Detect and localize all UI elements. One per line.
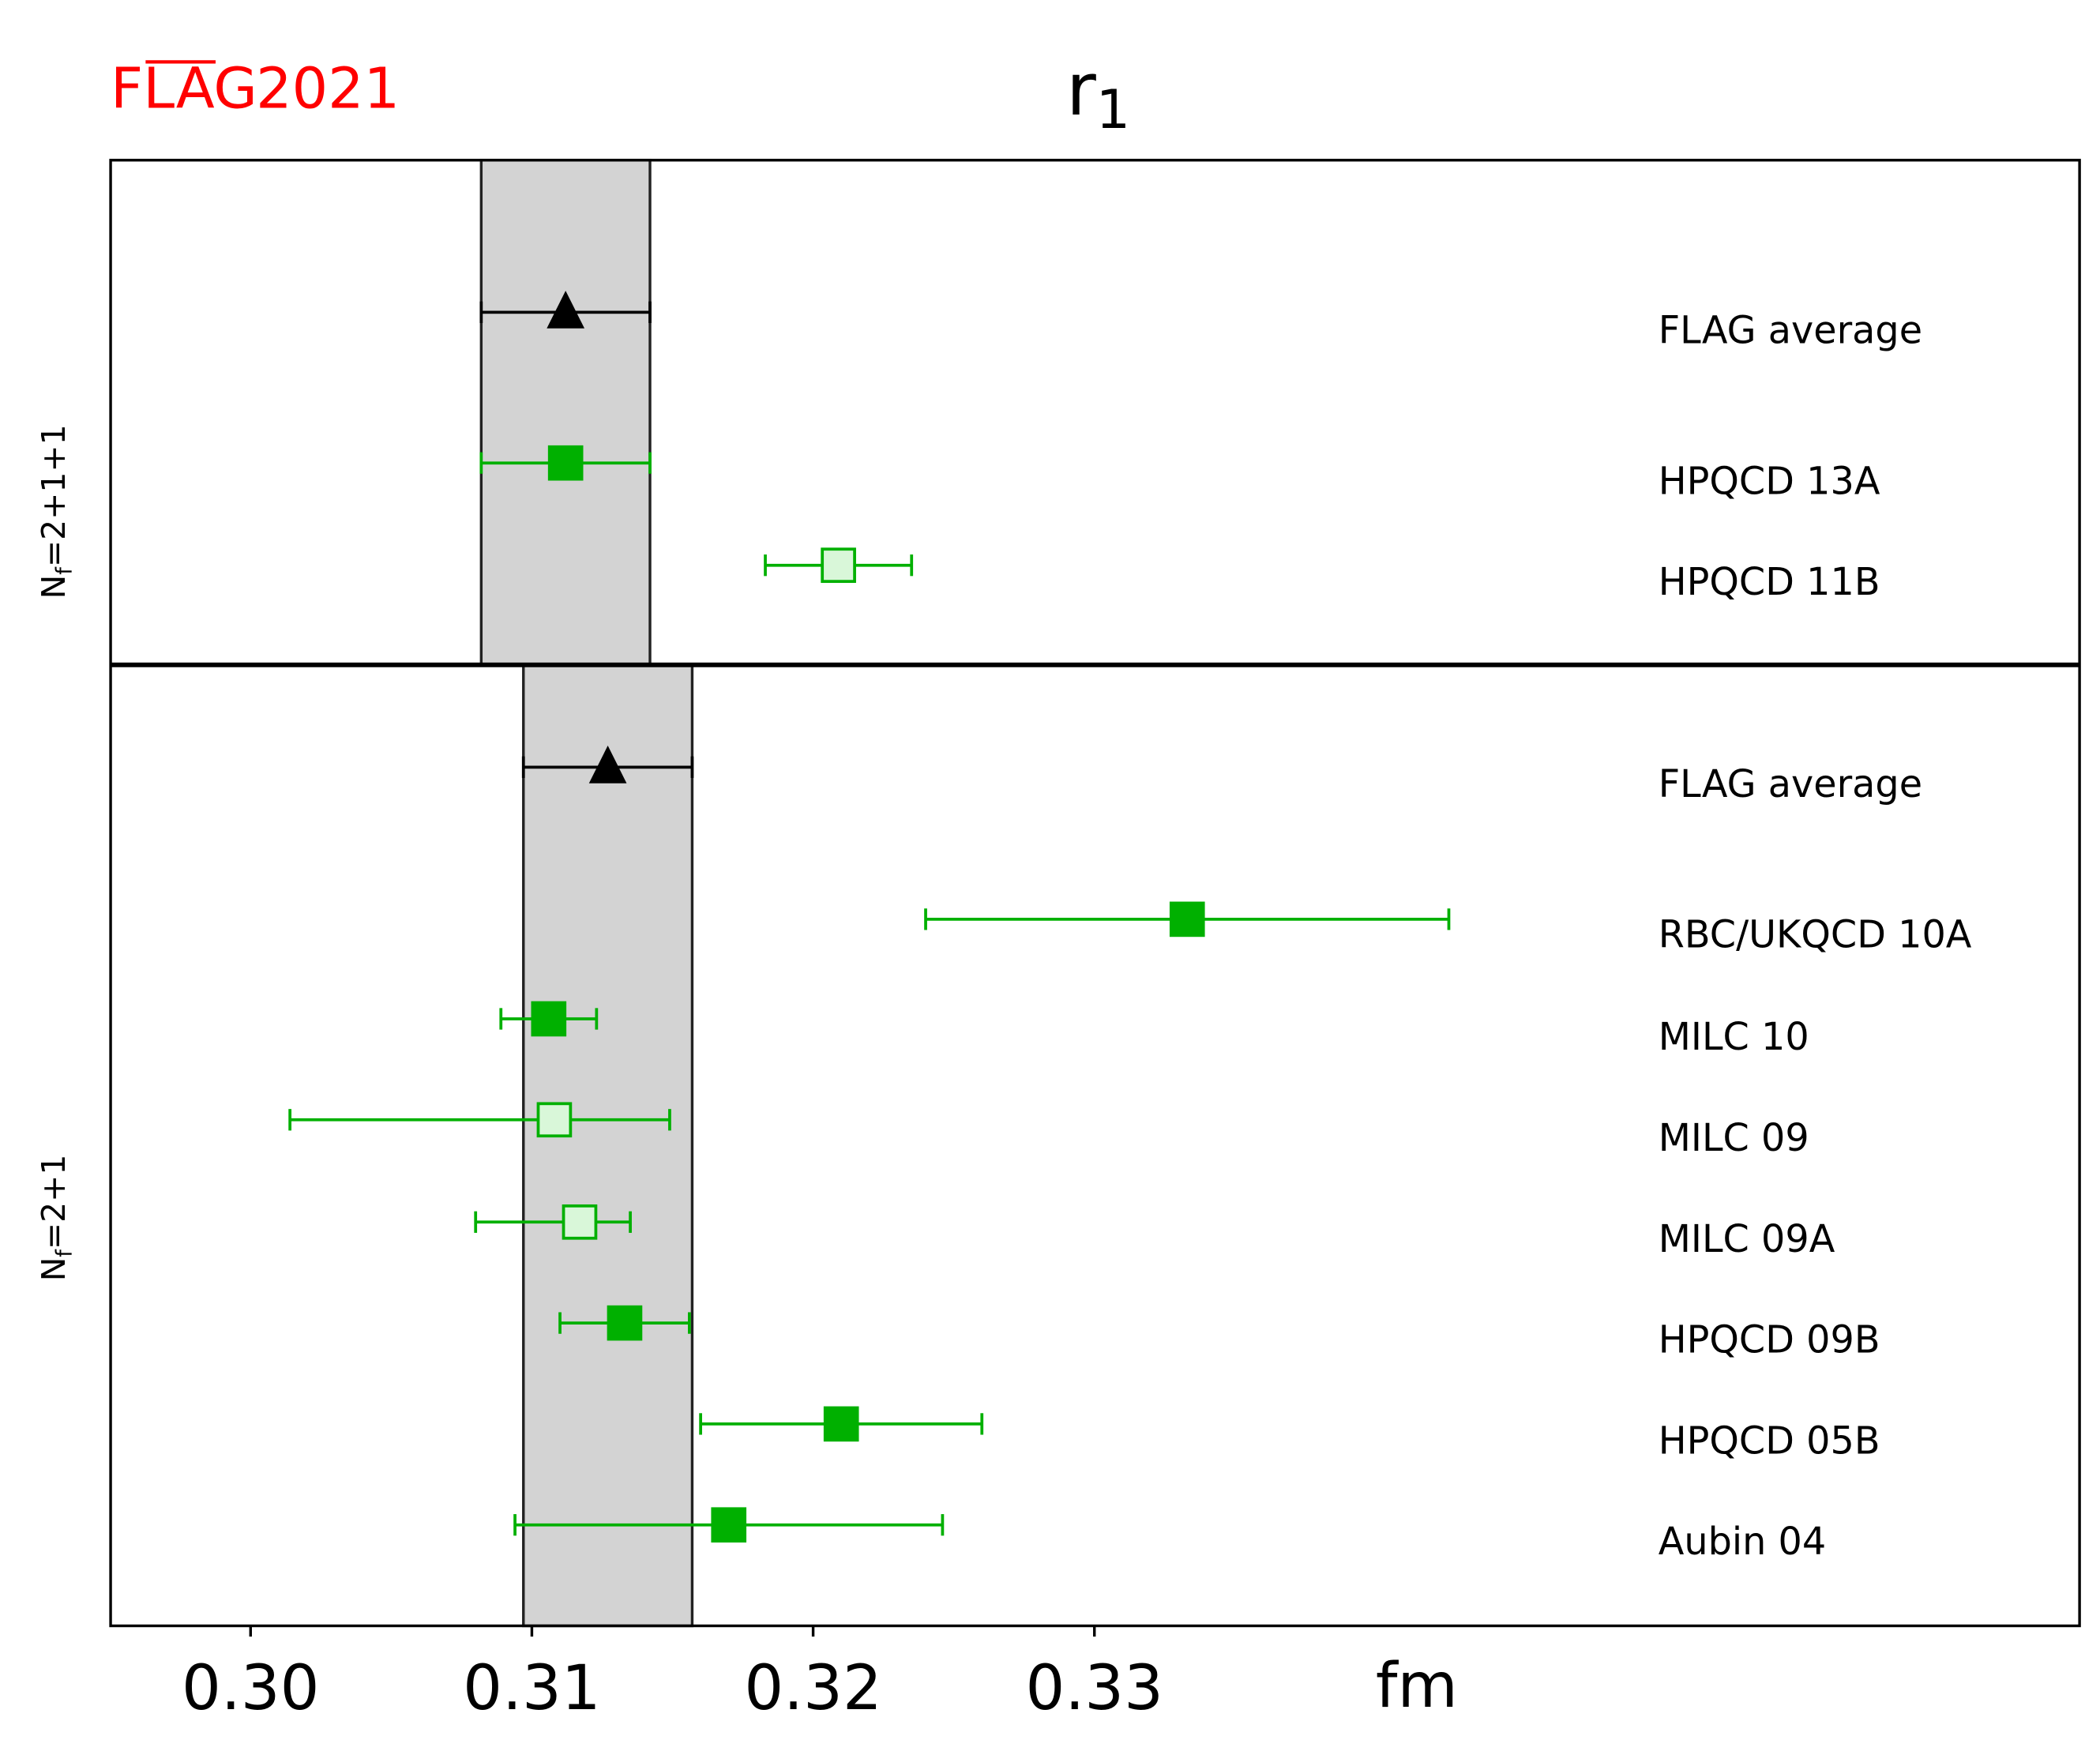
data-point	[288, 1102, 671, 1138]
triangle-marker	[547, 291, 585, 329]
point-label: MILC 09	[1659, 1117, 1809, 1160]
x-tick-label: 0.32	[744, 1652, 882, 1724]
point-label: FLAG average	[1659, 310, 1922, 353]
open-square-marker	[562, 1204, 598, 1240]
filled-square-marker	[1169, 901, 1205, 937]
point-label: FLAG average	[1659, 763, 1922, 806]
triangle-marker	[588, 746, 627, 783]
data-point	[521, 746, 694, 783]
point-label: HPQCD 13A	[1659, 460, 1880, 503]
data-point	[479, 445, 652, 481]
data-point	[499, 1001, 599, 1037]
data-point	[699, 1406, 984, 1442]
data-point	[513, 1507, 945, 1543]
chart-title: r1	[1066, 47, 1130, 141]
x-tick-label: 0.33	[1025, 1652, 1163, 1724]
point-label: Aubin 04	[1659, 1520, 1827, 1564]
filled-square-marker	[547, 445, 584, 481]
average-band	[479, 159, 652, 667]
data-point	[924, 901, 1451, 937]
filled-square-marker	[823, 1406, 859, 1442]
logo-year: 2021	[256, 55, 400, 121]
data-point	[764, 547, 914, 584]
panel-label-nf-2+1: Nf=2+1	[35, 1155, 77, 1282]
open-square-marker	[821, 547, 856, 584]
point-label: HPQCD 11B	[1659, 561, 1880, 604]
point-label: MILC 10	[1659, 1016, 1809, 1059]
filled-square-marker	[711, 1507, 747, 1543]
point-label: RBC/UKQCD 10A	[1659, 914, 1972, 957]
x-tick-label: 0.30	[182, 1652, 320, 1724]
x-axis-label: fm	[1376, 1650, 1458, 1722]
data-point	[474, 1204, 632, 1240]
average-band	[522, 663, 694, 1628]
point-label: HPQCD 09B	[1659, 1319, 1880, 1362]
flag-logo: FLAG 2021	[111, 55, 400, 121]
open-square-marker	[536, 1102, 573, 1138]
panel-label-nf-2+1+1: Nf=2+1+1	[35, 424, 77, 599]
filled-square-marker	[607, 1305, 643, 1341]
plot-frame	[109, 159, 2081, 1628]
data-point	[558, 1305, 691, 1341]
point-label: MILC 09A	[1659, 1218, 1835, 1261]
point-label: HPQCD 05B	[1659, 1419, 1880, 1463]
logo-text: FLAG	[111, 55, 257, 121]
filled-square-marker	[531, 1001, 567, 1037]
x-tick-label: 0.31	[463, 1652, 601, 1724]
data-point	[479, 291, 652, 329]
